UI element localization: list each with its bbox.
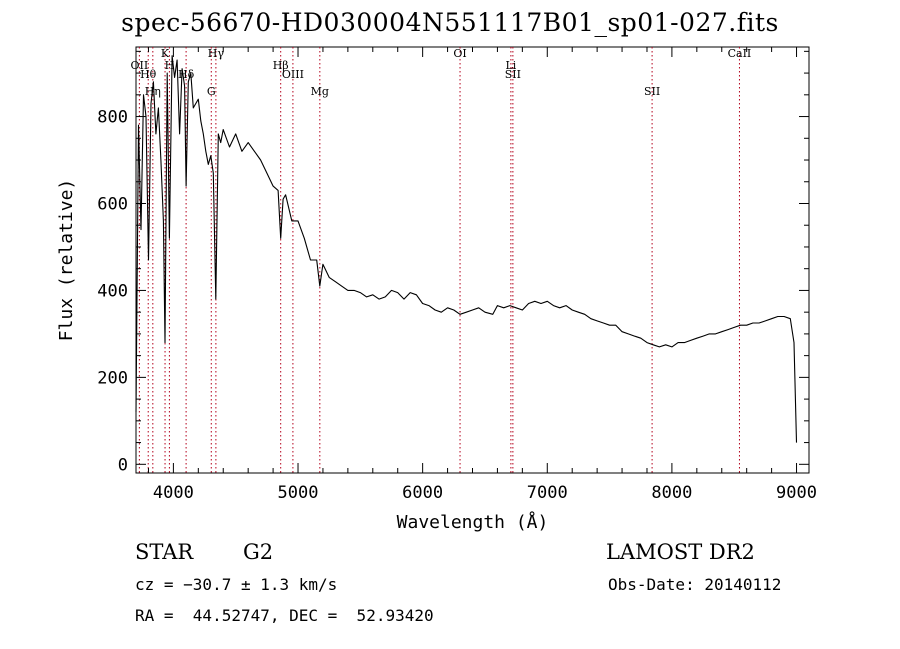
x-tick-label: 9000: [776, 483, 817, 503]
spectral-line-label: OIII: [282, 68, 304, 81]
x-tick-label: 8000: [651, 483, 692, 503]
spectral-line-label: Hθ: [140, 68, 157, 81]
spectral-line-label: SII: [505, 68, 521, 81]
spectral-line-label: CaII: [728, 47, 752, 60]
spectrum-series-line: [135, 55, 798, 443]
spectral-line-label: Hγ: [208, 47, 225, 60]
y-tick-label: 0: [118, 455, 128, 475]
spectral-line-label: K: [161, 47, 170, 60]
y-tick-label: 600: [97, 194, 128, 214]
spectral-line-label: H: [165, 59, 175, 72]
spectral-subclass: G2: [243, 540, 274, 564]
y-tick-label: 800: [97, 108, 128, 128]
y-axis-label: Flux (relative): [56, 179, 77, 342]
coordinates: RA = 44.52747, DEC = 52.93420: [135, 606, 434, 625]
x-tick-label: 4000: [153, 483, 194, 503]
spectral-line-label: OI: [453, 47, 466, 60]
redshift-cz: cz = −30.7 ± 1.3 km/s: [135, 575, 338, 594]
spectral-line-label: Mg: [311, 85, 329, 98]
y-tick-label: 200: [97, 368, 128, 388]
spectral-line-label: Li: [505, 59, 516, 72]
y-tick-label: 400: [97, 281, 128, 301]
chart-title: spec-56670-HD030004N551117B01_sp01-027.f…: [121, 8, 779, 37]
spectral-line-label: OII: [131, 59, 149, 72]
spectral-line-label: Hβ: [273, 59, 289, 72]
object-type: STAR: [135, 540, 194, 564]
spectral-line-label: G: [207, 85, 216, 98]
x-axis-label: Wavelength (Å): [397, 511, 549, 533]
spectral-line-label: SII: [644, 85, 660, 98]
plot-frame: [135, 46, 810, 474]
x-tick-label: 5000: [278, 483, 319, 503]
spectral-line-label: Hδ: [178, 68, 195, 81]
x-tick-label: 7000: [527, 483, 568, 503]
observation-date: Obs-Date: 20140112: [608, 575, 782, 594]
x-tick-label: 6000: [402, 483, 443, 503]
survey-name: LAMOST DR2: [606, 540, 755, 564]
